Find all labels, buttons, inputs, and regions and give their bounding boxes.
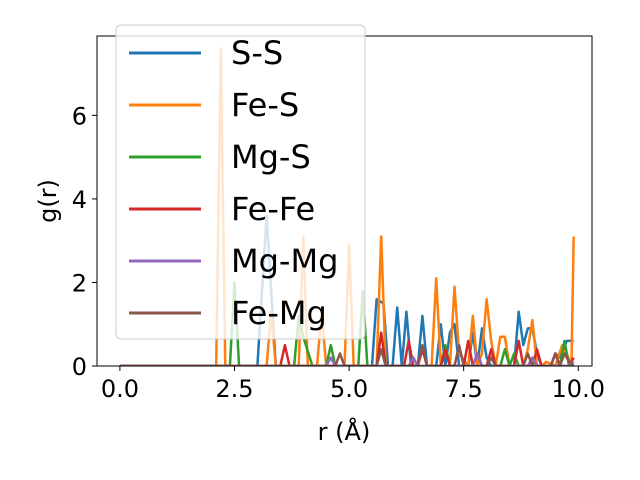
legend-label-fe-mg: Fe-Mg xyxy=(231,294,327,332)
legend-label-mg-s: Mg-S xyxy=(231,138,311,176)
x-tick-label: 10.0 xyxy=(552,375,605,403)
x-tick-label: 7.5 xyxy=(445,375,483,403)
legend-label-fe-s: Fe-S xyxy=(231,86,299,124)
x-tick-label: 0.0 xyxy=(101,375,139,403)
legend-box xyxy=(115,24,366,340)
y-axis-label: g(r) xyxy=(34,179,62,223)
x-tick-label: 2.5 xyxy=(215,375,253,403)
legend-label-mg-mg: Mg-Mg xyxy=(231,242,338,280)
y-tick-label: 2 xyxy=(72,269,87,297)
legend-label-fe-fe: Fe-Fe xyxy=(231,190,315,228)
series-line-mg-s xyxy=(119,281,571,366)
y-tick-label: 0 xyxy=(72,353,87,381)
y-tick-label: 6 xyxy=(72,102,87,130)
series-line-fe-mg xyxy=(119,343,575,366)
series-line-mg-mg xyxy=(119,352,575,366)
x-tick-label: 5.0 xyxy=(330,375,368,403)
legend: S-S Fe-S Mg-S Fe-Fe Mg-Mg Fe-Mg xyxy=(115,24,366,340)
y-axis: 0 2 4 6 xyxy=(72,102,97,381)
x-axis-label: r (Å) xyxy=(318,417,371,446)
y-tick-label: 4 xyxy=(72,186,87,214)
series-line-fe-fe xyxy=(119,331,575,366)
legend-label-s-s: S-S xyxy=(231,34,283,72)
x-axis: 0.0 2.5 5.0 7.5 10.0 xyxy=(101,366,605,403)
